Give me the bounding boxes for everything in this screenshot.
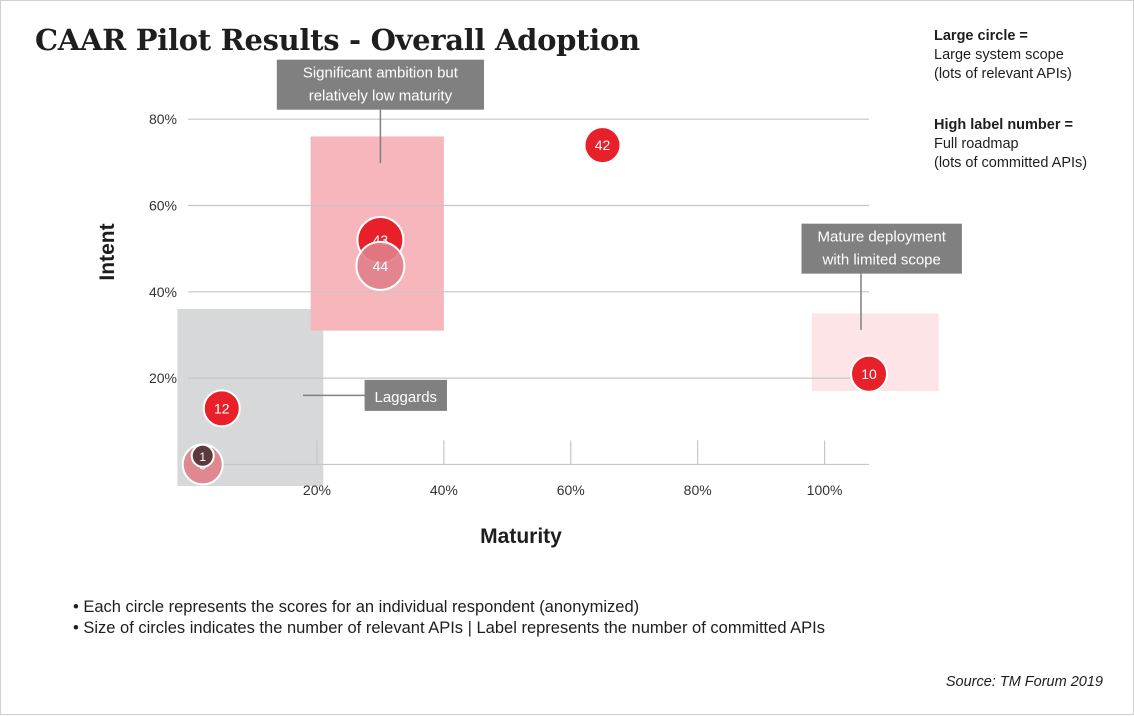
bubble-point — [355, 240, 406, 291]
y-axis-title: Intent — [96, 223, 119, 280]
callout-text: with limited scope — [821, 252, 940, 269]
callout-box — [364, 379, 447, 411]
x-tick-label: 40% — [430, 482, 458, 498]
bubble-label: 1 — [199, 450, 206, 464]
legend-label-number: High label number = Full roadmap (lots o… — [934, 116, 1087, 173]
bubble-label: 10 — [861, 366, 877, 382]
x-tick-label: 60% — [557, 482, 585, 498]
bubble-label: 12 — [214, 400, 230, 416]
legend-size-heading: Large circle = — [934, 28, 1028, 44]
y-tick-label: 40% — [149, 284, 177, 300]
callout-text: relatively low maturity — [309, 88, 453, 105]
bubble-point — [202, 389, 241, 428]
callout-text: Laggards — [375, 389, 438, 406]
x-tick-label: 100% — [807, 482, 843, 498]
y-tick-label: 60% — [149, 198, 177, 214]
legend-circle-size: Large circle = Large system scope (lots … — [934, 27, 1072, 84]
legend-size-line: (lots of relevant APIs) — [934, 66, 1072, 82]
chart-title: CAAR Pilot Results - Overall Adoption — [35, 23, 640, 57]
bubble-label: 42 — [595, 137, 611, 153]
x-axis-title: Maturity — [480, 525, 562, 548]
legend-label-heading: High label number = — [934, 117, 1073, 133]
chart-notes: • Each circle represents the scores for … — [73, 597, 825, 639]
bubble-point — [583, 126, 622, 165]
x-tick-label: 20% — [303, 482, 331, 498]
legend-label-line: (lots of committed APIs) — [934, 155, 1088, 171]
y-tick-label: 80% — [149, 111, 177, 127]
bubble-point — [850, 354, 888, 393]
bubble-point — [190, 443, 215, 468]
legend-label-line: Full roadmap — [934, 136, 1019, 152]
y-tick-label: 20% — [149, 370, 177, 386]
x-tick-label: 80% — [684, 482, 712, 498]
callout-box — [276, 59, 484, 110]
callout-box — [801, 223, 962, 274]
legend-size-line: Large system scope — [934, 47, 1064, 63]
callout-text: Significant ambition but — [303, 65, 459, 82]
bubble-label: 44 — [373, 258, 389, 274]
source-note: Source: TM Forum 2019 — [945, 674, 1103, 690]
note-line: • Each circle represents the scores for … — [73, 598, 640, 616]
note-line: • Size of circles indicates the number o… — [73, 619, 826, 637]
callout-text: Mature deployment — [817, 229, 946, 246]
